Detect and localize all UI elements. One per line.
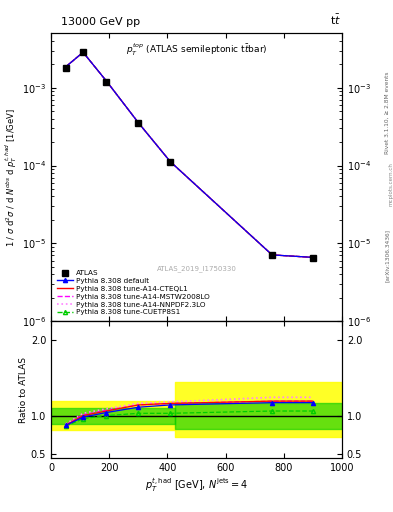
Text: Rivet 3.1.10, ≥ 2.8M events: Rivet 3.1.10, ≥ 2.8M events bbox=[385, 71, 389, 154]
Legend: ATLAS, Pythia 8.308 default, Pythia 8.308 tune-A14-CTEQL1, Pythia 8.308 tune-A14: ATLAS, Pythia 8.308 default, Pythia 8.30… bbox=[55, 268, 212, 317]
Y-axis label: Ratio to ATLAS: Ratio to ATLAS bbox=[19, 357, 28, 423]
Text: mcplots.cern.ch: mcplots.cern.ch bbox=[389, 162, 393, 206]
Text: [arXiv:1306.3436]: [arXiv:1306.3436] bbox=[385, 229, 389, 283]
Y-axis label: 1 / $\sigma$ d$^2\sigma$ / d $N^{obs}$ d $p_T^{t,had}$ [1/GeV]: 1 / $\sigma$ d$^2\sigma$ / d $N^{obs}$ d… bbox=[4, 108, 19, 247]
Text: t$\bar{t}$: t$\bar{t}$ bbox=[330, 12, 341, 27]
X-axis label: $p_T^{t,\mathrm{had}}$ [GeV], $N^{\mathrm{jets}} = 4$: $p_T^{t,\mathrm{had}}$ [GeV], $N^{\mathr… bbox=[145, 477, 248, 495]
Text: ATLAS_2019_I1750330: ATLAS_2019_I1750330 bbox=[156, 265, 237, 272]
Text: $p_T^{top}$ (ATLAS semileptonic t$\bar{t}$bar): $p_T^{top}$ (ATLAS semileptonic t$\bar{t… bbox=[126, 42, 267, 58]
Text: 13000 GeV pp: 13000 GeV pp bbox=[61, 16, 140, 27]
